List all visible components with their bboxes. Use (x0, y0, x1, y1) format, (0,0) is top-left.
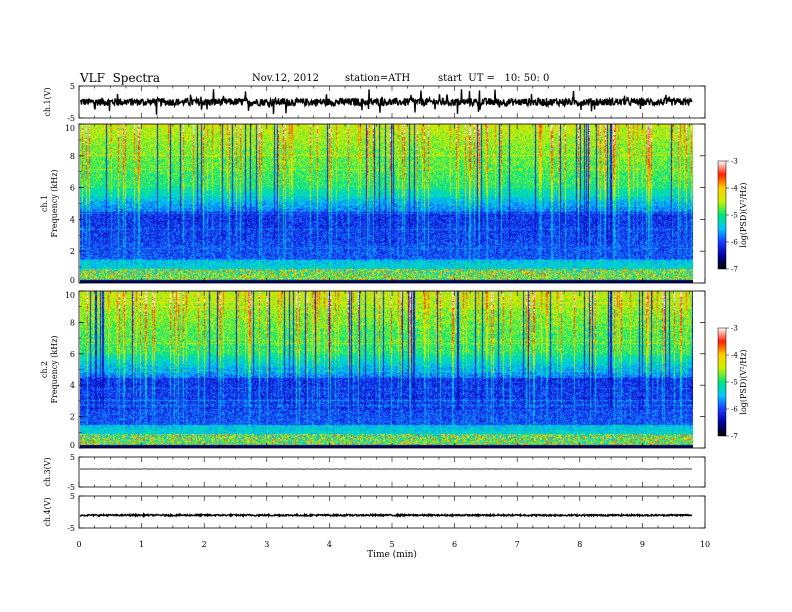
x-tick-label: 3 (264, 540, 269, 549)
colorbar-tick-label: -5 (731, 212, 738, 220)
panel-channel-label: ch.3(V) (43, 457, 52, 486)
start-time-label: start UT = 10: 50: 0 (438, 73, 550, 84)
x-tick-label: 7 (515, 540, 520, 549)
colorbar (717, 160, 727, 270)
panel-channel-label: ch.4(V) (43, 497, 52, 526)
y-tick-label: 10 (65, 291, 75, 300)
station-label: station=ATH (345, 73, 411, 84)
colorbar-tick-label: -7 (731, 433, 738, 441)
waveform-line (79, 512, 693, 519)
colorbar-label: log(PSD)(V²/Hz) (739, 182, 748, 247)
y-tick-label: 5 (70, 82, 75, 91)
panel-channel-label: ch.2 (40, 361, 49, 378)
y-tick-label: 2 (70, 247, 75, 256)
spectrogram-image (80, 291, 693, 448)
y-tick-label: 10 (65, 124, 75, 133)
colorbar-tick-label: -4 (731, 185, 738, 193)
x-tick-label: 5 (389, 540, 394, 549)
colorbar-tick-label: -7 (731, 266, 738, 274)
panel-1: 5 -5 (67, 82, 706, 123)
date-label: Nov.12, 2012 (252, 73, 319, 84)
panel-3: -3 -4 -5 -6 -7 0 2 4 6 8 10 (65, 290, 738, 450)
y-tick-label: 2 (70, 413, 75, 422)
y-tick-label: -5 (67, 524, 75, 533)
x-tick-label: 9 (640, 540, 645, 549)
panel-4: 5 -5 (67, 453, 706, 492)
colorbar-tick-label: -3 (731, 158, 738, 166)
x-tick-label: 1 (139, 540, 144, 549)
y-tick-label: 5 (70, 453, 75, 462)
frequency-axis-label: Frequency (kHz) (50, 335, 59, 403)
panel-5: 5 -5 (67, 492, 706, 533)
y-tick-label: 6 (70, 350, 75, 359)
y-tick-label: 8 (70, 152, 75, 161)
frequency-axis-label: Frequency (kHz) (50, 169, 59, 237)
spectrogram-image (80, 124, 693, 283)
colorbar-tick-label: -6 (731, 406, 738, 414)
x-axis-label: Time (min) (367, 549, 417, 560)
y-tick-label: -5 (67, 483, 75, 492)
x-tick-label: 4 (327, 540, 332, 549)
colorbar-label: log(PSD)(V²/Hz) (739, 349, 748, 414)
x-tick-label: 0 (76, 540, 81, 549)
colorbar-tick-label: -3 (731, 325, 738, 333)
chart-title: VLF Spectra (80, 71, 161, 85)
y-tick-label: 0 (70, 276, 75, 285)
y-tick-label: 4 (70, 381, 75, 390)
panel-channel-label: ch.1 (40, 195, 49, 212)
x-tick-label: 2 (202, 540, 207, 549)
y-tick-label: -5 (67, 114, 75, 123)
colorbar (717, 327, 727, 437)
waveform-line (79, 89, 693, 115)
x-tick-label: 6 (452, 540, 457, 549)
colorbar-tick-label: -6 (731, 239, 738, 247)
colorbar-tick-label: -5 (731, 379, 738, 387)
x-tick-label: 10 (700, 540, 710, 549)
x-tick-label: 8 (577, 540, 582, 549)
colorbar-tick-label: -4 (731, 352, 738, 360)
panel-2: -3 -4 -5 -6 -7 0 2 4 6 8 10 (65, 123, 738, 285)
y-tick-label: 4 (70, 215, 75, 224)
panel-channel-label: ch.1(V) (43, 87, 52, 116)
y-tick-label: 0 (70, 441, 75, 450)
y-tick-label: 6 (70, 184, 75, 193)
y-tick-label: 8 (70, 318, 75, 327)
y-tick-label: 5 (70, 492, 75, 501)
